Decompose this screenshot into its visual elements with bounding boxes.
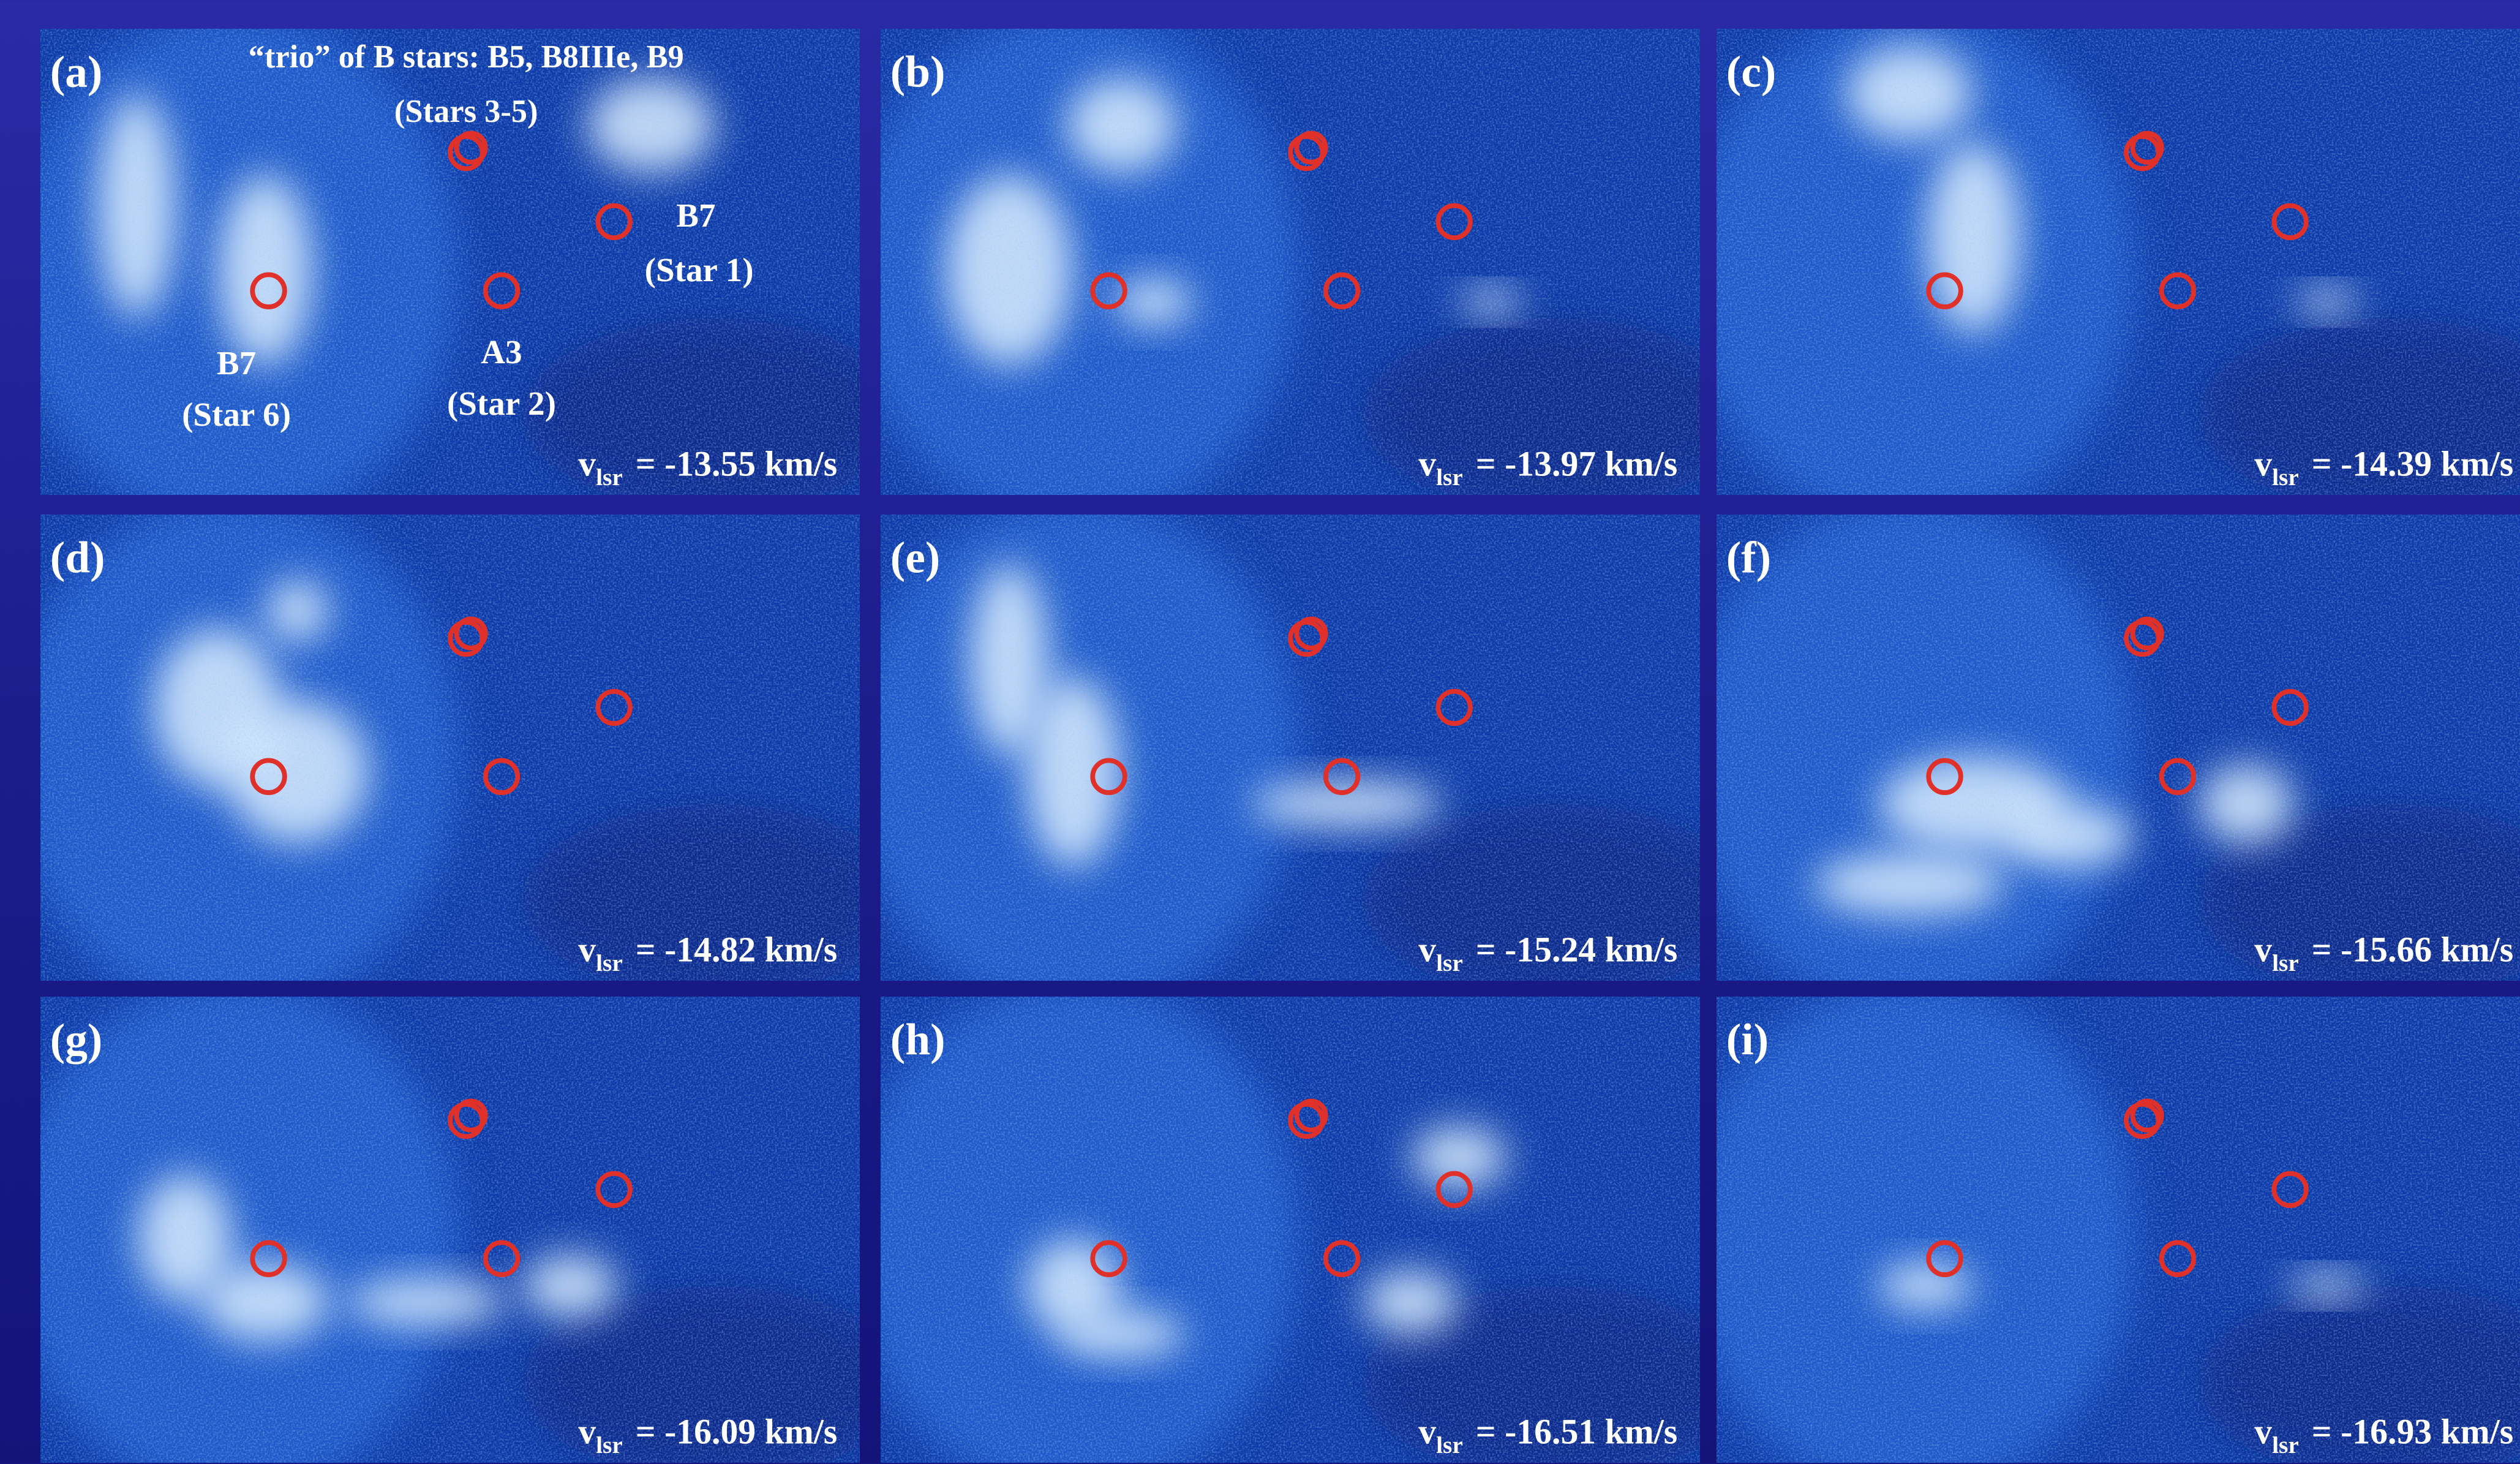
star-annotation: “trio” of B stars: B5, B8IIIe, B9 (249, 39, 684, 75)
panel-label: (i) (1726, 1014, 1769, 1064)
panel-label: (f) (1726, 532, 1771, 582)
velocity-value: = -14.82 km/s (636, 931, 837, 970)
velocity-subscript: lsr (2272, 1432, 2299, 1458)
panel-label: (e) (890, 532, 941, 582)
star-annotation: B7 (676, 197, 715, 234)
image-panel: (c) vlsr = -14.39 km/s (1717, 29, 2520, 495)
image-panel: (g) vlsr = -16.09 km/s (40, 997, 860, 1463)
velocity-subscript: lsr (1436, 949, 1463, 976)
velocity-value: = -15.24 km/s (1476, 931, 1677, 970)
velocity-value: = -14.39 km/s (2312, 445, 2513, 484)
noise (881, 515, 1700, 981)
star-annotation: (Star 1) (645, 251, 754, 289)
image-panel: (b) vlsr = -13.97 km/s (881, 29, 1700, 495)
velocity-symbol: v (578, 445, 596, 484)
noise (40, 997, 860, 1463)
velocity-value: = -15.66 km/s (2312, 931, 2513, 970)
star-annotation: (Star 2) (447, 385, 556, 422)
noise (1717, 29, 2520, 495)
figure: (a)vlsr= -13.55 km/s“trio” of B stars: B… (0, 0, 2520, 1464)
noise (881, 29, 1700, 495)
velocity-subscript: lsr (1436, 464, 1463, 491)
velocity-symbol: v (578, 1413, 596, 1452)
image-panel: (h) vlsr = -16.51 km/s (881, 997, 1700, 1463)
noise (1717, 515, 2520, 981)
velocity-symbol: v (2254, 445, 2272, 484)
velocity-subscript: lsr (2272, 464, 2299, 491)
velocity-symbol: v (1418, 1413, 1436, 1452)
velocity-subscript: lsr (596, 1432, 623, 1458)
velocity-subscript: lsr (596, 949, 623, 976)
image-panel: (d) vlsr = -14.82 km/s (40, 515, 860, 981)
velocity-subscript: lsr (2272, 949, 2299, 976)
panel-label: (c) (1726, 47, 1777, 96)
velocity-value: = -16.93 km/s (2312, 1413, 2513, 1452)
velocity-value: = -16.09 km/s (636, 1413, 837, 1452)
velocity-symbol: v (2254, 1413, 2272, 1452)
image-panel: (f) vlsr = -15.66 km/s (1717, 515, 2520, 981)
noise (40, 515, 860, 981)
star-annotation: (Stars 3-5) (394, 94, 538, 129)
velocity-symbol: v (578, 931, 596, 970)
noise (881, 997, 1700, 1463)
image-panel: (a) vlsr = -13.55 km/s “trio” of B stars: B… (40, 29, 860, 495)
panel-label: (a) (50, 47, 103, 96)
star-annotation: (Star 6) (182, 396, 291, 433)
panel-label: (h) (890, 1014, 946, 1064)
panel-label: (d) (50, 532, 105, 582)
star-annotation: B7 (217, 344, 256, 382)
velocity-subscript: lsr (1436, 1432, 1463, 1458)
velocity-symbol: v (1418, 445, 1436, 484)
panel-label: (b) (890, 47, 946, 96)
velocity-subscript: lsr (596, 464, 623, 491)
image-panel: (i) vlsr = -16.93 km/s (1717, 997, 2520, 1463)
velocity-value: = -13.55 km/s (636, 445, 837, 484)
panel-label: (g) (50, 1014, 103, 1064)
velocity-symbol: v (1418, 931, 1436, 970)
velocity-value: = -13.97 km/s (1476, 445, 1677, 484)
star-annotation: A3 (481, 333, 522, 371)
image-panel: (e) vlsr = -15.24 km/s (881, 515, 1700, 981)
noise (1717, 997, 2520, 1463)
velocity-value: = -16.51 km/s (1476, 1413, 1677, 1452)
velocity-symbol: v (2254, 931, 2272, 970)
